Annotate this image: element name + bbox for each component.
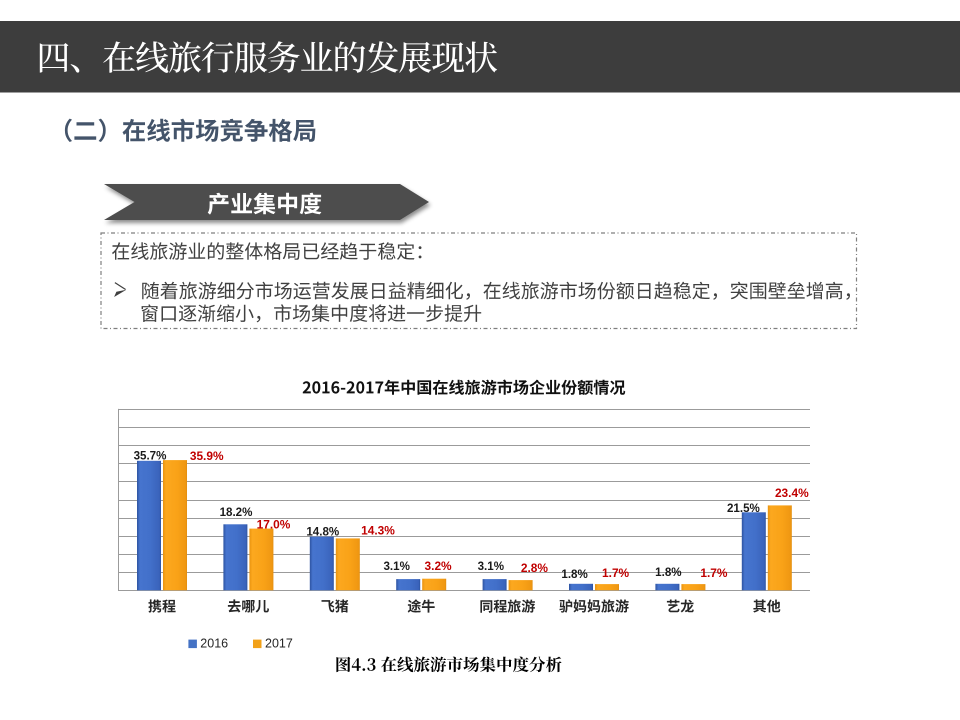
svg-text:18.2%: 18.2% bbox=[220, 506, 253, 519]
svg-text:2.8%: 2.8% bbox=[521, 561, 549, 575]
svg-text:17.0%: 17.0% bbox=[257, 518, 291, 532]
svg-text:1.7%: 1.7% bbox=[700, 566, 728, 580]
svg-text:1.7%: 1.7% bbox=[602, 566, 630, 580]
svg-text:2016: 2016 bbox=[200, 637, 228, 651]
svg-text:14.8%: 14.8% bbox=[306, 525, 339, 538]
svg-text:1.8%: 1.8% bbox=[561, 568, 587, 581]
svg-text:35.9%: 35.9% bbox=[190, 449, 224, 463]
svg-text:2017: 2017 bbox=[265, 637, 293, 651]
svg-text:3.1%: 3.1% bbox=[478, 560, 504, 573]
svg-text:1.8%: 1.8% bbox=[655, 566, 681, 579]
svg-text:23.4%: 23.4% bbox=[775, 486, 809, 500]
svg-text:14.3%: 14.3% bbox=[361, 524, 395, 538]
svg-text:21.5%: 21.5% bbox=[727, 502, 760, 515]
svg-text:3.2%: 3.2% bbox=[425, 559, 453, 573]
svg-text:3.1%: 3.1% bbox=[383, 560, 409, 573]
svg-text:35.7%: 35.7% bbox=[134, 449, 167, 462]
